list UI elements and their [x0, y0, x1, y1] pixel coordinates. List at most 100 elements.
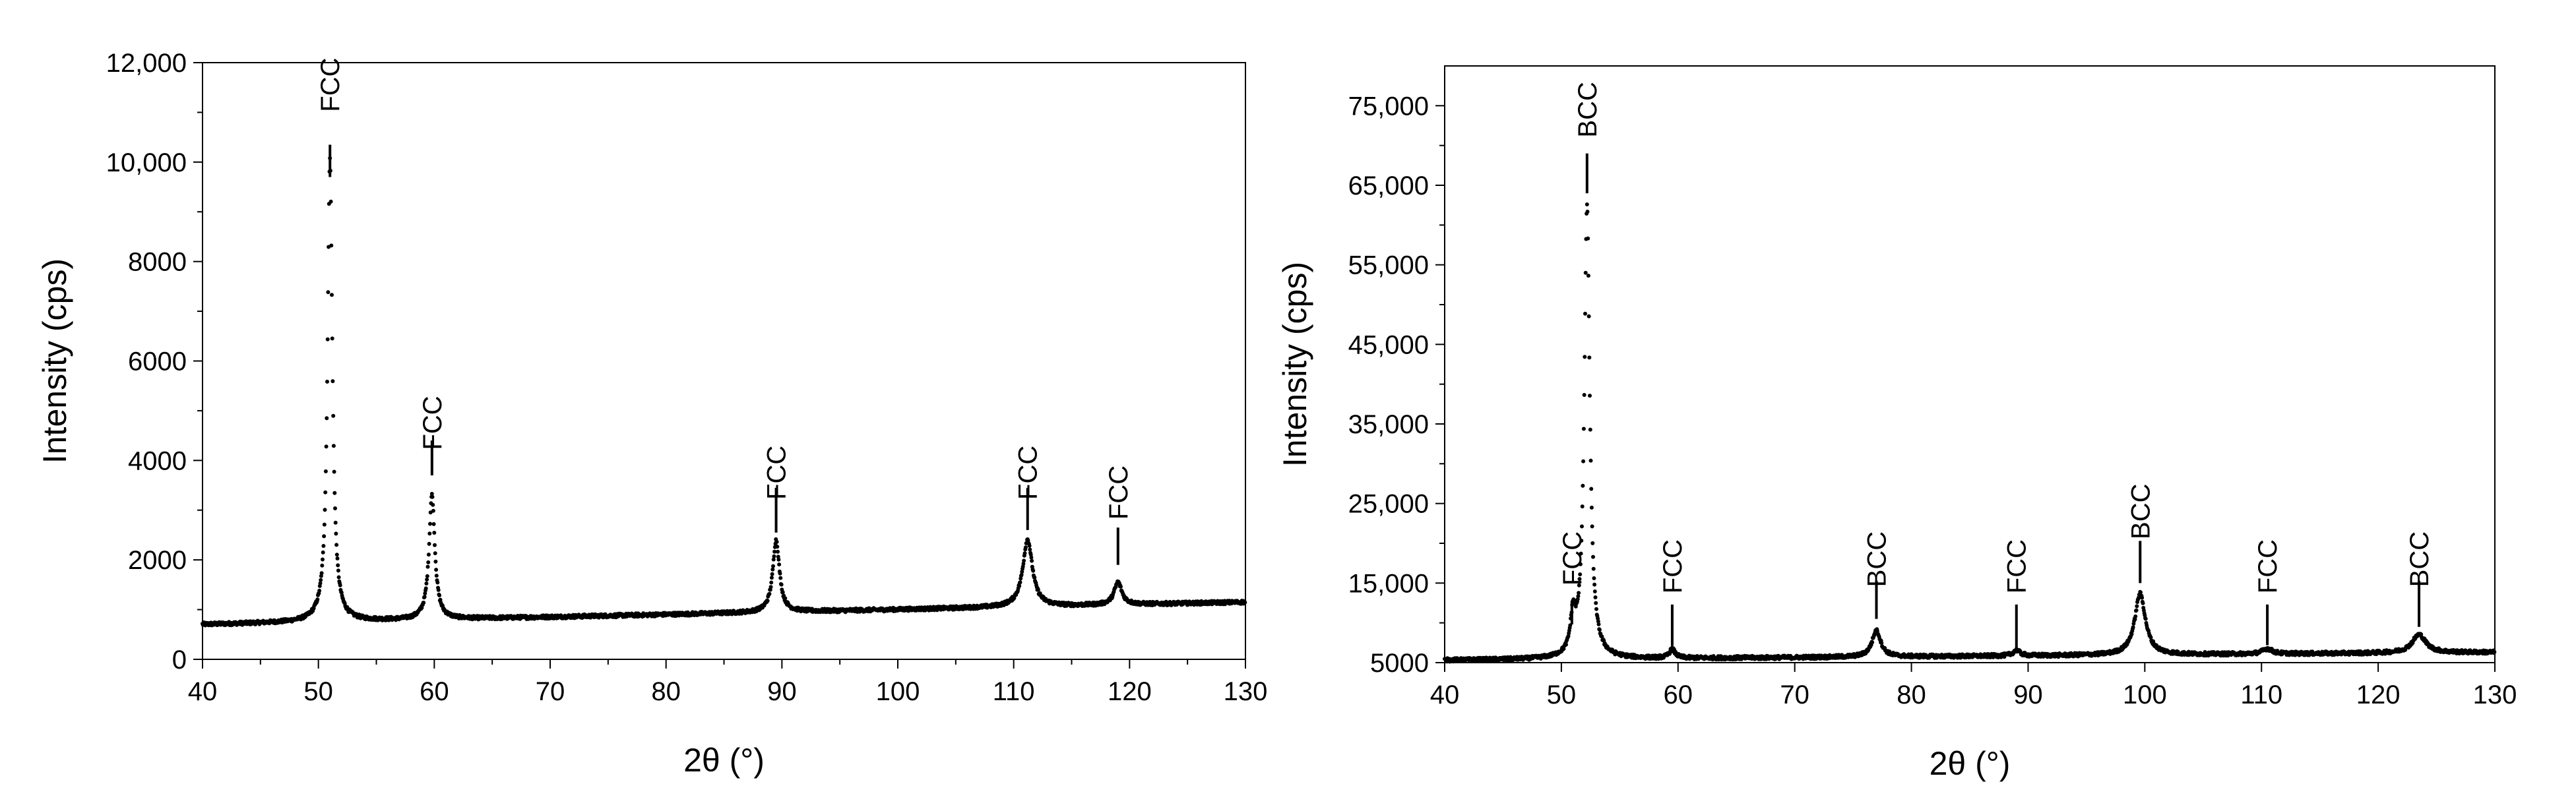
data-point: [319, 571, 324, 576]
data-point: [769, 576, 774, 580]
data-point: [322, 534, 327, 539]
data-point: [1579, 539, 1584, 543]
data-point: [1576, 594, 1581, 599]
data-point: [2135, 604, 2139, 609]
data-point: [1590, 524, 1594, 529]
data-point: [325, 416, 329, 421]
data-point: [1027, 543, 1032, 548]
data-point: [1592, 589, 1597, 593]
data-point: [1879, 641, 1884, 645]
data-point: [1591, 554, 1595, 559]
x-tick-label: 130: [2473, 680, 2517, 709]
data-point: [437, 593, 442, 597]
data-point: [432, 531, 437, 535]
data-point: [771, 557, 776, 562]
data-point: [1594, 607, 1598, 611]
data-point: [1580, 524, 1584, 529]
data-point: [1029, 555, 1034, 560]
data-point: [323, 490, 328, 494]
x-tick-label: 70: [536, 677, 565, 706]
data-point: [428, 522, 432, 526]
data-point: [1594, 601, 1598, 605]
data-point: [1591, 566, 1596, 571]
data-point: [2140, 595, 2145, 600]
data-point: [2139, 590, 2143, 595]
x-axis-label: 2θ (°): [1930, 745, 2011, 782]
x-tick-label: 70: [1780, 680, 1809, 709]
data-point: [424, 586, 428, 591]
data-point: [336, 575, 341, 580]
y-tick-label: 4000: [128, 446, 187, 475]
y-tick-label: 6000: [128, 347, 187, 376]
data-point: [1036, 587, 1040, 592]
data-point: [1581, 483, 1585, 488]
y-axis-label: Intensity (cps): [36, 258, 73, 464]
data-point: [424, 582, 429, 585]
data-point: [1582, 393, 1586, 397]
y-tick-label: 12,000: [106, 49, 187, 78]
peak-label: FCC: [1558, 531, 1587, 585]
data-point: [769, 580, 774, 585]
x-tick-label: 110: [2240, 680, 2282, 709]
x-tick-label: 50: [1547, 680, 1577, 709]
data-point: [779, 582, 784, 587]
y-tick-label: 35,000: [1348, 410, 1429, 439]
data-point: [335, 556, 340, 560]
data-point: [1022, 551, 1027, 556]
data-point: [1581, 459, 1586, 464]
data-point: [1561, 647, 1566, 651]
data-point: [1587, 355, 1592, 360]
data-point: [1581, 427, 1586, 431]
data-point: [333, 520, 338, 525]
data-point: [770, 567, 775, 572]
data-point: [1583, 355, 1587, 359]
data-point: [1583, 270, 1588, 275]
data-point: [425, 574, 429, 578]
data-point: [2141, 601, 2145, 605]
data-point: [777, 562, 782, 567]
peak-label: FCC: [1014, 446, 1043, 500]
data-point: [1583, 311, 1587, 316]
data-point: [430, 494, 435, 499]
data-point: [336, 568, 340, 573]
data-point: [331, 444, 336, 448]
data-point: [772, 549, 777, 554]
data-point: [315, 597, 320, 602]
data-point: [431, 502, 435, 507]
peak-label: BCC: [2126, 484, 2155, 539]
x-tick-label: 40: [188, 677, 218, 706]
data-point: [339, 590, 344, 595]
y-tick-label: 65,000: [1348, 171, 1429, 200]
data-point: [1017, 584, 1022, 588]
data-point: [420, 605, 424, 610]
data-point: [1589, 487, 1594, 491]
x-tick-label: 90: [2013, 680, 2043, 709]
data-point: [778, 571, 782, 576]
x-tick-label: 60: [1664, 680, 1693, 709]
x-tick-label: 120: [2356, 680, 2401, 709]
data-point: [780, 590, 785, 595]
peak-label: FCC: [316, 57, 345, 111]
data-point: [1588, 458, 1593, 463]
data-point: [325, 337, 330, 342]
data-point: [427, 531, 432, 536]
data-point: [431, 522, 436, 526]
data-point: [323, 469, 328, 473]
plot-frame: [202, 62, 1246, 660]
x-tick-label: 100: [876, 677, 920, 706]
data-point: [1028, 553, 1033, 557]
data-point: [1588, 427, 1592, 432]
data-point: [770, 572, 774, 576]
data-point: [1597, 628, 1602, 632]
data-point: [774, 539, 779, 544]
data-point: [1579, 551, 1583, 556]
data-point: [783, 596, 788, 601]
data-point: [1577, 591, 1581, 595]
data-point: [1030, 558, 1034, 563]
data-point: [338, 583, 342, 587]
data-point: [1596, 622, 1601, 626]
data-point: [334, 553, 339, 557]
data-point: [1590, 541, 1595, 545]
data-point: [1585, 202, 1589, 206]
